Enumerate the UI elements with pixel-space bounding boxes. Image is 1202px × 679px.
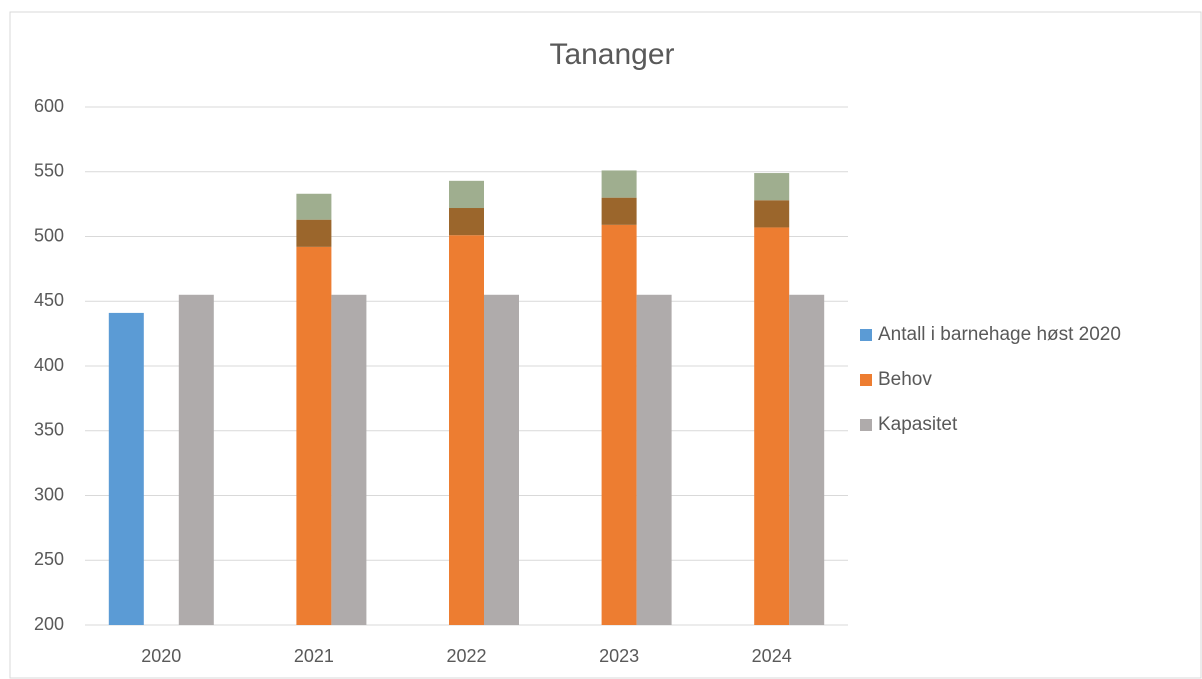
bar: [296, 193, 332, 220]
legend-label: Kapasitet: [878, 414, 958, 435]
legend-swatch: [860, 329, 872, 341]
bar: [108, 312, 144, 625]
x-tick-label: 2023: [599, 646, 639, 666]
y-tick-label: 500: [34, 225, 64, 245]
y-tick-label: 450: [34, 290, 64, 310]
bar: [789, 294, 825, 625]
bar: [754, 200, 790, 228]
legend-swatch: [860, 419, 872, 431]
bar: [601, 170, 637, 198]
y-tick-label: 550: [34, 161, 64, 181]
bar: [449, 235, 484, 625]
bar: [484, 294, 519, 625]
bar: [296, 219, 332, 247]
bar: [449, 180, 484, 209]
legend-label: Behov: [878, 369, 932, 390]
legend-label: Antall i barnehage høst 2020: [878, 324, 1121, 345]
x-tick-label: 2022: [446, 646, 486, 666]
y-tick-label: 300: [34, 484, 64, 504]
bar: [754, 227, 790, 625]
bar: [601, 197, 637, 225]
legend-swatch: [860, 374, 872, 386]
y-tick-label: 400: [34, 355, 64, 375]
bar: [178, 294, 214, 625]
bar: [601, 224, 637, 625]
chart-title: Tananger: [549, 38, 674, 71]
x-tick-label: 2024: [752, 646, 792, 666]
x-tick-label: 2021: [294, 646, 334, 666]
y-tick-label: 200: [34, 614, 64, 634]
x-tick-label: 2020: [141, 646, 181, 666]
y-tick-label: 250: [34, 549, 64, 569]
bar: [754, 173, 790, 201]
bar: [636, 294, 672, 625]
bar: [296, 246, 332, 626]
bar: [449, 208, 484, 236]
bar: [331, 294, 367, 625]
y-tick-label: 350: [34, 420, 64, 440]
y-tick-label: 600: [34, 96, 64, 116]
